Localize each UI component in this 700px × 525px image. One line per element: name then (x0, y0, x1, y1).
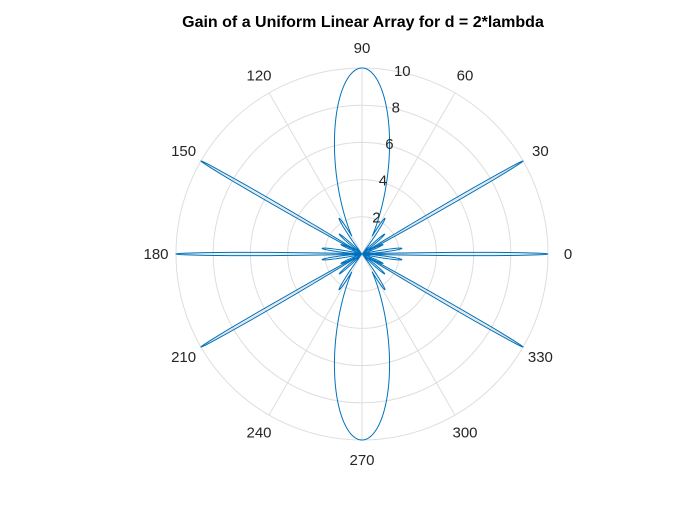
theta-tick-label: 150 (171, 143, 196, 160)
theta-tick-label: 330 (528, 349, 553, 366)
theta-tick-label: 120 (246, 68, 271, 85)
r-tick-label: 6 (385, 136, 393, 153)
theta-tick-label: 240 (246, 424, 271, 441)
r-grid-circle (249, 141, 475, 367)
theta-tick-label: 60 (457, 68, 474, 85)
theta-grid-line (361, 160, 524, 255)
gain-trace-group (175, 67, 549, 441)
theta-tick-label: 30 (532, 143, 549, 160)
r-tick-label: 4 (379, 173, 387, 190)
chart-title: Gain of a Uniform Linear Array for d = 2… (182, 14, 544, 31)
r-grid-circle (324, 216, 400, 292)
theta-grid-line (200, 160, 363, 255)
r-grid-circle (212, 104, 512, 404)
theta-grid-line (361, 253, 524, 348)
theta-tick-label: 270 (349, 452, 374, 469)
theta-tick-label: 300 (452, 424, 477, 441)
theta-grid-line (200, 253, 363, 348)
theta-tick-label: 0 (564, 246, 572, 263)
theta-tick-label: 210 (171, 349, 196, 366)
tick-labels: 0 30 60 90 120 150 180 210 240 270 300 330 2 4 6 8 10 (143, 40, 572, 469)
r-grid-circle (287, 179, 437, 329)
theta-tick-label: 180 (143, 246, 168, 263)
r-tick-label: 8 (392, 99, 400, 116)
r-tick-label: 10 (394, 63, 411, 80)
theta-tick-label: 90 (354, 40, 371, 57)
gain-series-line (175, 67, 549, 441)
r-tick-label: 2 (372, 209, 380, 226)
